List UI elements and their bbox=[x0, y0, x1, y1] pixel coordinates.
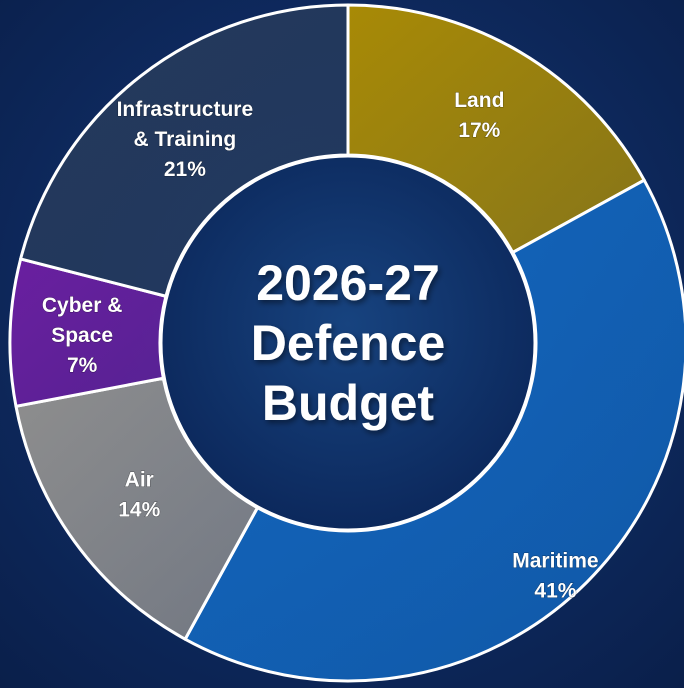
chart-title-line: 2026-27 bbox=[256, 255, 440, 311]
chart-title-line: Defence bbox=[251, 315, 446, 371]
chart-title: 2026-27 Defence Budget bbox=[251, 255, 446, 431]
slice-name-label: & Training bbox=[134, 128, 237, 151]
slice-label-maritime: Maritime 41% bbox=[512, 549, 599, 603]
slice-name-label: Air bbox=[125, 469, 154, 492]
chart-title-line: Budget bbox=[262, 375, 435, 431]
slice-label-cyber-and-space: Cyber & Space 7% bbox=[41, 293, 123, 377]
slice-labels: Land 17% Maritime 41% Air 14% Cyber & Space 7% In… bbox=[41, 88, 599, 603]
slice-value-label: 21% bbox=[164, 158, 206, 181]
slice-name-label: Land bbox=[454, 89, 504, 112]
slice-group bbox=[8, 3, 684, 683]
donut-hole bbox=[159, 154, 537, 532]
slice-name-label: Space bbox=[51, 324, 113, 347]
slice-value-label: 7% bbox=[67, 354, 98, 377]
slice-value-label: 17% bbox=[458, 119, 500, 142]
slice-label-infrastructure-and-training: Infrastructure & Training 21% bbox=[116, 98, 254, 182]
slice-name-label: Infrastructure bbox=[117, 98, 254, 121]
slice-name-label: Maritime bbox=[512, 549, 598, 572]
slice-value-label: 41% bbox=[534, 579, 576, 602]
slice-value-label: 14% bbox=[118, 499, 160, 522]
slice-name-label: Cyber & bbox=[42, 294, 123, 317]
slice-label-air: Air 14% bbox=[118, 468, 161, 522]
slice-label-land: Land 17% bbox=[454, 88, 505, 142]
